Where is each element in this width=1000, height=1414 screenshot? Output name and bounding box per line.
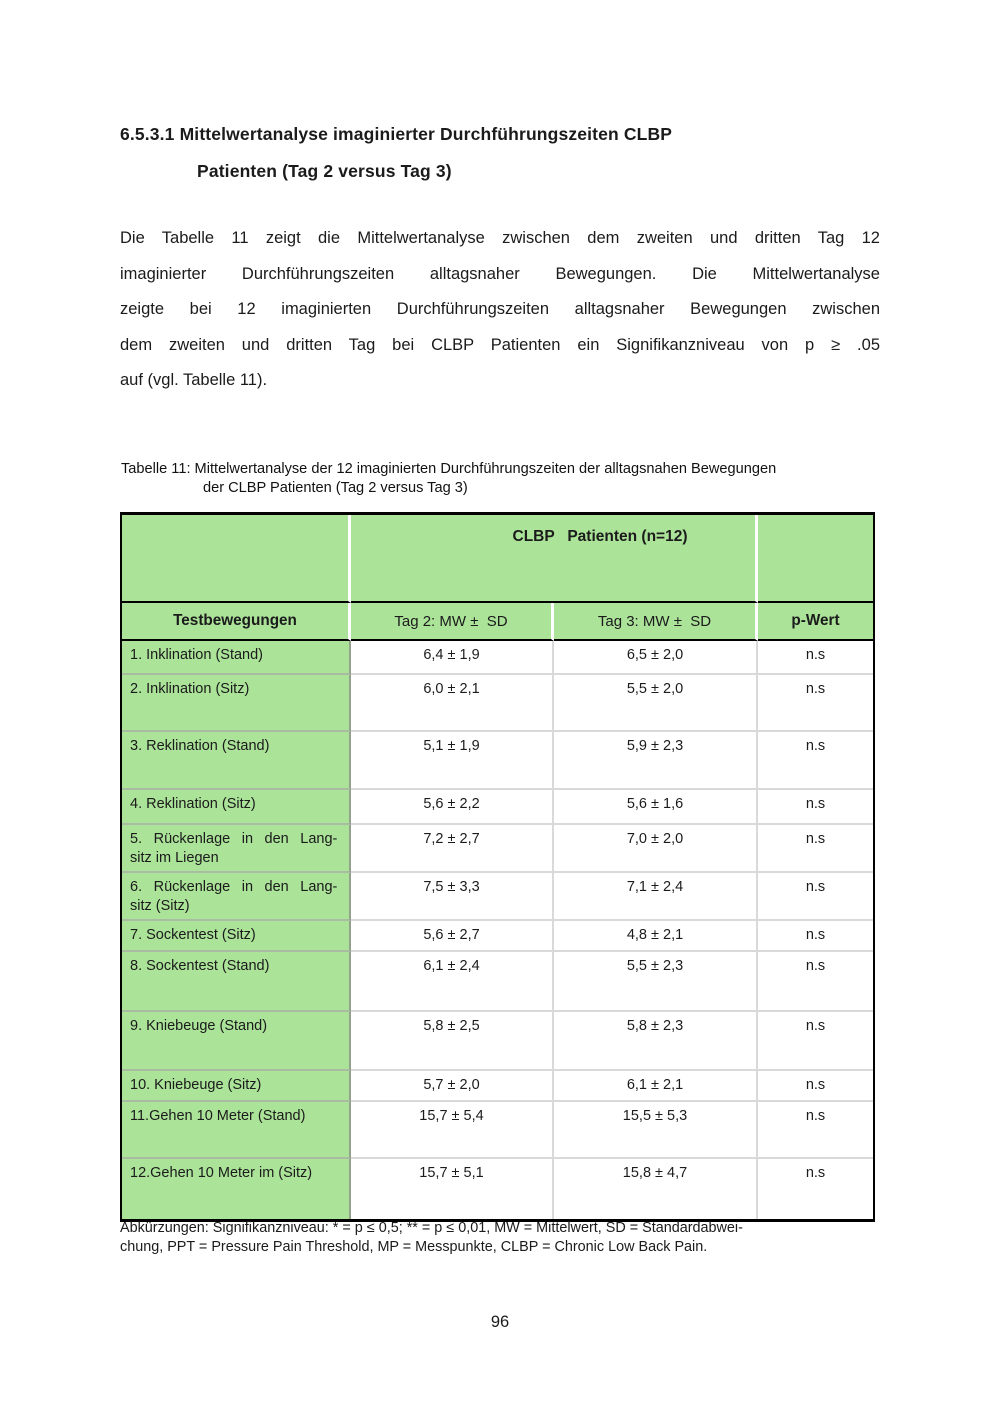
tag3-value-cell: 5,6 ± 1,6 (554, 790, 758, 825)
table-row: 7. Sockentest (Sitz) 5,6 ± 2,7 4,8 ± 2,1 n.… (122, 921, 873, 952)
row-label-cell: 3. Reklination (Stand) (122, 732, 351, 790)
p-value-cell: n.s (758, 790, 873, 825)
row-label-cell: 7. Sockentest (Sitz) (122, 921, 351, 952)
tag2-value-cell: 5,1 ± 1,9 (351, 732, 554, 790)
table-caption-line1: Tabelle 11: Mittelwertanalyse der 12 ima… (121, 461, 777, 477)
table-row: 2. Inklination (Sitz) 6,0 ± 2,1 5,5 ± 2,0 n… (122, 675, 873, 732)
paragraph-line: zeigte bei 12 imaginierten Durchführungs… (120, 300, 880, 319)
column-header-tag3: Tag 3: MW ± SD (554, 603, 758, 641)
paragraph-line: Die Tabelle 11 zeigt die Mittelwertanaly… (120, 229, 880, 247)
row-label-cell: 4. Reklination (Sitz) (122, 790, 351, 825)
tag2-value-cell: 5,7 ± 2,0 (351, 1071, 554, 1102)
tag3-value-cell: 5,9 ± 2,3 (554, 732, 758, 790)
table-row: 5. Rückenlage in den Lang-sitz im Liegen… (122, 825, 873, 873)
p-value-cell: n.s (758, 1071, 873, 1102)
tag3-value-cell: 5,5 ± 2,0 (554, 675, 758, 732)
tag3-value-cell: 7,1 ± 2,4 (554, 873, 758, 921)
group-header-empty-right (758, 515, 873, 603)
paragraph-line: auf (vgl. Tabelle 11). (120, 371, 268, 390)
row-label-cell: 5. Rückenlage in den Lang-sitz im Liegen (122, 825, 351, 873)
tag2-value-cell: 6,0 ± 2,1 (351, 675, 554, 732)
table-column-header-row: Testbewegungen Tag 2: MW ± SD Tag 3: MW … (122, 603, 873, 641)
tag2-value-cell: 5,6 ± 2,7 (351, 921, 554, 952)
table-row: 10. Kniebeuge (Sitz) 5,7 ± 2,0 6,1 ± 2,1 n.… (122, 1071, 873, 1102)
column-header-tag2: Tag 2: MW ± SD (351, 603, 554, 641)
footnote-line1: Abkürzungen: Signifikanzniveau: * = p ≤ … (120, 1220, 743, 1236)
tag3-value-cell: 15,5 ± 5,3 (554, 1102, 758, 1159)
tag3-value-cell: 6,5 ± 2,0 (554, 641, 758, 675)
p-value-cell: n.s (758, 921, 873, 952)
column-header-testbewegungen: Testbewegungen (122, 603, 351, 641)
table-row: 12.Gehen 10 Meter im (Sitz) 15,7 ± 5,1 15,… (122, 1159, 873, 1219)
table-group-header-row: CLBP Patienten (n=12) (122, 515, 873, 603)
tag3-value-cell: 15,8 ± 4,7 (554, 1159, 758, 1219)
body-paragraph: Die Tabelle 11 zeigt die Mittelwertanaly… (120, 221, 880, 399)
group-header-clbp-patienten: CLBP Patienten (n=12) (351, 515, 758, 603)
tag3-value-cell: 4,8 ± 2,1 (554, 921, 758, 952)
page-number: 96 (490, 1313, 510, 1331)
p-value-cell: n.s (758, 675, 873, 732)
section-heading-line1: 6.5.3.1 Mittelwertanalyse imaginierter D… (120, 124, 673, 144)
tag2-value-cell: 15,7 ± 5,4 (351, 1102, 554, 1159)
results-table: CLBP Patienten (n=12) Testbewegungen Tag… (122, 515, 873, 1219)
tag2-value-cell: 6,1 ± 2,4 (351, 952, 554, 1012)
column-header-p-wert: p-Wert (758, 603, 873, 641)
paragraph-line: dem zweiten und dritten Tag bei CLBP Pat… (120, 335, 880, 354)
row-label-cell: 8. Sockentest (Stand) (122, 952, 351, 1012)
row-label-cell: 10. Kniebeuge (Sitz) (122, 1071, 351, 1102)
tag3-value-cell: 6,1 ± 2,1 (554, 1071, 758, 1102)
table-row: 4. Reklination (Sitz) 5,6 ± 2,2 5,6 ± 1,6 n… (122, 790, 873, 825)
tag2-value-cell: 5,8 ± 2,5 (351, 1012, 554, 1071)
results-table-container: CLBP Patienten (n=12) Testbewegungen Tag… (120, 512, 875, 1222)
group-header-empty-left (122, 515, 351, 603)
section-heading-line2: Patienten (Tag 2 versus Tag 3) (197, 161, 452, 181)
p-value-cell: n.s (758, 952, 873, 1012)
tag3-value-cell: 7,0 ± 2,0 (554, 825, 758, 873)
tag2-value-cell: 6,4 ± 1,9 (351, 641, 554, 675)
tag2-value-cell: 7,2 ± 2,7 (351, 825, 554, 873)
row-label-cell: 2. Inklination (Sitz) (122, 675, 351, 732)
tag2-value-cell: 5,6 ± 2,2 (351, 790, 554, 825)
p-value-cell: n.s (758, 825, 873, 873)
table-row: 11.Gehen 10 Meter (Stand) 15,7 ± 5,4 15,5 … (122, 1102, 873, 1159)
tag3-value-cell: 5,8 ± 2,3 (554, 1012, 758, 1071)
tag3-value-cell: 5,5 ± 2,3 (554, 952, 758, 1012)
table-caption-line2: der CLBP Patienten (Tag 2 versus Tag 3) (203, 480, 468, 496)
p-value-cell: n.s (758, 732, 873, 790)
p-value-cell: n.s (758, 641, 873, 675)
footnote-line2: chung, PPT = Pressure Pain Threshold, MP… (120, 1238, 708, 1255)
paragraph-line: imaginierter Durchführungszeiten alltags… (120, 264, 880, 283)
tag2-value-cell: 15,7 ± 5,1 (351, 1159, 554, 1219)
row-label-cell: 9. Kniebeuge (Stand) (122, 1012, 351, 1071)
p-value-cell: n.s (758, 873, 873, 921)
p-value-cell: n.s (758, 1159, 873, 1219)
table-row: 6. Rückenlage in den Lang-sitz (Sitz) 7,5… (122, 873, 873, 921)
row-label-cell: 6. Rückenlage in den Lang-sitz (Sitz) (122, 873, 351, 921)
table-row: 8. Sockentest (Stand) 6,1 ± 2,4 5,5 ± 2,3 n… (122, 952, 873, 1012)
p-value-cell: n.s (758, 1102, 873, 1159)
table-footnote: Abkürzungen: Signifikanzniveau: * = p ≤ … (120, 1219, 890, 1257)
row-label-cell: 12.Gehen 10 Meter im (Sitz) (122, 1159, 351, 1219)
table-row: 9. Kniebeuge (Stand) 5,8 ± 2,5 5,8 ± 2,3 n.… (122, 1012, 873, 1071)
row-label-cell: 11.Gehen 10 Meter (Stand) (122, 1102, 351, 1159)
table-caption: Tabelle 11: Mittelwertanalyse der 12 ima… (121, 460, 891, 498)
tag2-value-cell: 7,5 ± 3,3 (351, 873, 554, 921)
p-value-cell: n.s (758, 1012, 873, 1071)
section-heading: 6.5.3.1 Mittelwertanalyse imaginierter D… (120, 116, 890, 190)
table-row: 3. Reklination (Stand) 5,1 ± 1,9 5,9 ± 2,3… (122, 732, 873, 790)
row-label-cell: 1. Inklination (Stand) (122, 641, 351, 675)
table-row: 1. Inklination (Stand) 6,4 ± 1,9 6,5 ± 2,0… (122, 641, 873, 675)
